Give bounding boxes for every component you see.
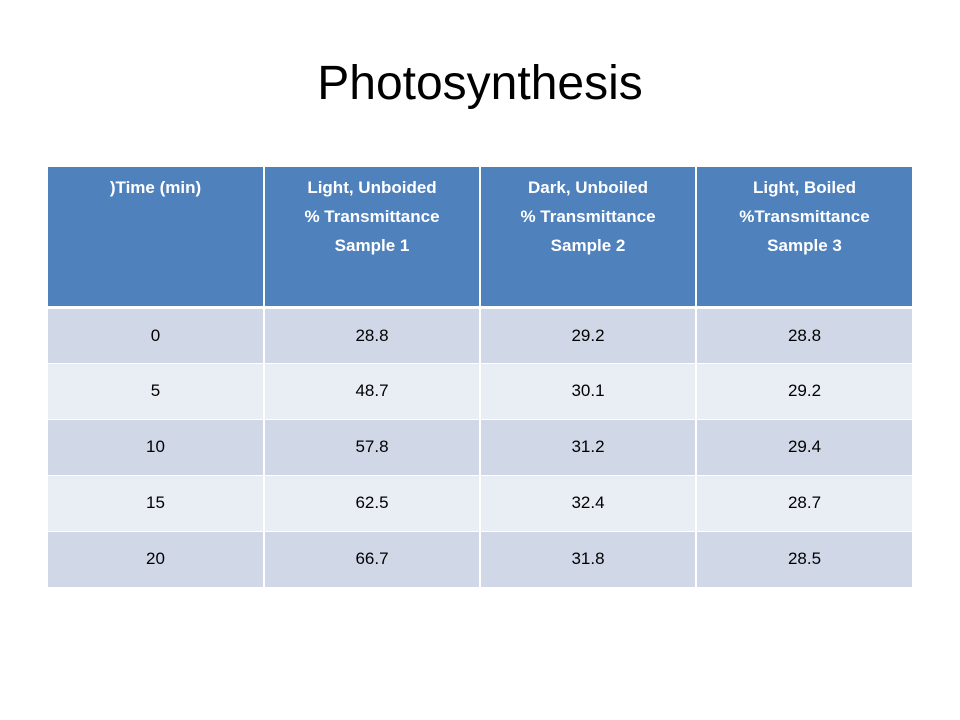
header-time: )Time (min) [48,167,265,309]
data-table: )Time (min) Light, Unboided % Transmitta… [48,167,912,588]
cell-sample-3: 29.4 [695,418,912,476]
cell-sample-3: 28.7 [695,474,912,532]
table-row: 15 62.5 32.4 28.7 [48,474,912,532]
cell-sample-2: 30.1 [479,362,697,420]
header-sample-2-line-3: Sample 2 [550,236,626,255]
table-header-row: )Time (min) Light, Unboided % Transmitta… [48,167,912,309]
header-sample-3-line-2: %Transmittance [739,207,870,226]
header-sample-1-line-1: Light, Unboided [307,178,437,197]
cell-time: 15 [48,474,265,532]
cell-sample-1: 57.8 [263,418,481,476]
header-time-line-1: )Time (min) [109,178,202,197]
header-sample-1-line-2: % Transmittance [304,207,440,226]
cell-sample-3: 28.5 [695,530,912,588]
cell-sample-1: 48.7 [263,362,481,420]
header-sample-3: Light, Boiled %Transmittance Sample 3 [695,167,912,309]
cell-time: 20 [48,530,265,588]
header-sample-2-line-2: % Transmittance [520,207,656,226]
header-sample-1-line-3: Sample 1 [334,236,410,255]
table-row: 0 28.8 29.2 28.8 [48,306,912,364]
cell-sample-1: 62.5 [263,474,481,532]
cell-sample-2: 31.2 [479,418,697,476]
cell-time: 10 [48,418,265,476]
header-sample-2: Dark, Unboiled % Transmittance Sample 2 [479,167,697,309]
header-sample-3-line-1: Light, Boiled [753,178,856,197]
slide-title: Photosynthesis [317,57,643,110]
cell-sample-2: 32.4 [479,474,697,532]
cell-time: 5 [48,362,265,420]
table-row: 20 66.7 31.8 28.5 [48,530,912,588]
header-sample-1: Light, Unboided % Transmittance Sample 1 [263,167,481,309]
cell-sample-1: 28.8 [263,306,481,364]
cell-sample-1: 66.7 [263,530,481,588]
cell-sample-3: 29.2 [695,362,912,420]
cell-sample-3: 28.8 [695,306,912,364]
cell-sample-2: 29.2 [479,306,697,364]
table-row: 10 57.8 31.2 29.4 [48,418,912,476]
table-row: 5 48.7 30.1 29.2 [48,362,912,420]
cell-time: 0 [48,306,265,364]
header-sample-2-line-1: Dark, Unboiled [528,178,648,197]
cell-sample-2: 31.8 [479,530,697,588]
header-sample-3-line-3: Sample 3 [767,236,842,255]
